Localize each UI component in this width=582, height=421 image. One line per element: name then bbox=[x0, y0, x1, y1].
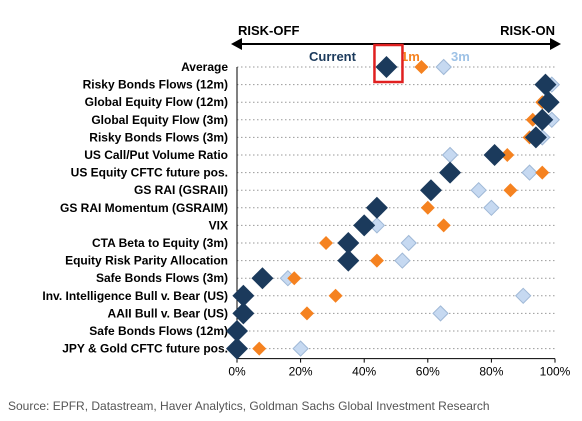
category-label: Global Equity Flow (3m) bbox=[91, 113, 228, 127]
point-1m-10 bbox=[319, 236, 334, 250]
x-tick-label: 20% bbox=[289, 365, 313, 379]
header-risk-off: RISK-OFF bbox=[238, 23, 299, 38]
point-current-6 bbox=[439, 161, 462, 184]
x-tick-label: 100% bbox=[540, 365, 571, 379]
point-current-1 bbox=[534, 73, 557, 96]
x-tick-label: 80% bbox=[479, 365, 503, 379]
category-label: GS RAI Momentum (GSRAIM) bbox=[60, 201, 228, 215]
legend: Current 1m 3m bbox=[309, 49, 470, 64]
point-3m-5 bbox=[441, 146, 459, 164]
x-tick-label: 60% bbox=[416, 365, 440, 379]
category-labels: Average Risky Bonds Flows (12m) Global Equ… bbox=[42, 60, 228, 356]
point-current-13 bbox=[232, 284, 255, 307]
x-tick-labels: 0% 20% 40% 60% 80% 100% bbox=[228, 365, 570, 379]
gridlines bbox=[237, 66, 555, 350]
point-3m-16 bbox=[292, 340, 309, 357]
category-label: US Equity CFTC future pos. bbox=[71, 166, 228, 180]
source-note: Source: EPFR, Datastream, Haver Analytic… bbox=[8, 399, 490, 413]
category-label: Equity Risk Parity Allocation bbox=[65, 254, 228, 268]
x-axis bbox=[236, 67, 556, 363]
category-label: US Call/Put Volume Ratio bbox=[84, 148, 228, 162]
point-3m-11 bbox=[394, 252, 411, 269]
point-current-15 bbox=[226, 320, 248, 342]
point-1m-11 bbox=[369, 253, 384, 268]
category-label: Global Equity Flow (12m) bbox=[85, 95, 228, 109]
point-current-14 bbox=[232, 302, 255, 325]
point-3m-7 bbox=[470, 181, 487, 199]
data-points bbox=[226, 43, 561, 360]
x-tick-label: 40% bbox=[352, 365, 376, 379]
category-label: CTA Beta to Equity (3m) bbox=[92, 236, 228, 250]
point-1m-8 bbox=[420, 200, 435, 215]
point-1m-6 bbox=[535, 165, 550, 180]
point-3m-14 bbox=[432, 305, 449, 322]
point-current-9 bbox=[353, 214, 376, 237]
point-3m-6 bbox=[521, 164, 538, 181]
point-current-0 bbox=[375, 56, 398, 78]
point-current-5 bbox=[483, 144, 506, 166]
point-current-16 bbox=[226, 337, 248, 360]
point-current-2 bbox=[537, 91, 560, 114]
point-1m-9 bbox=[436, 218, 451, 233]
category-label: Risky Bonds Flows (12m) bbox=[83, 78, 228, 92]
point-1m-7 bbox=[503, 183, 518, 198]
point-1m-0 bbox=[414, 60, 429, 74]
point-1m-16 bbox=[252, 341, 267, 356]
header-risk-on: RISK-ON bbox=[500, 23, 555, 38]
point-3m-13 bbox=[514, 287, 532, 305]
category-label: AAII Bull v. Bear (US) bbox=[108, 306, 228, 320]
x-tick-label: 0% bbox=[228, 365, 246, 379]
category-label: VIX bbox=[209, 218, 228, 232]
point-1m-14 bbox=[299, 306, 314, 321]
point-3m-10 bbox=[400, 234, 417, 252]
legend-3m: 3m bbox=[451, 49, 470, 64]
point-current-4 bbox=[524, 126, 547, 149]
legend-current: Current bbox=[309, 49, 357, 64]
point-1m-5 bbox=[500, 148, 515, 162]
point-current-3 bbox=[531, 108, 554, 131]
point-1m-13 bbox=[328, 288, 343, 303]
point-current-10 bbox=[337, 232, 360, 254]
category-label: Inv. Intelligence Bull v. Bear (US) bbox=[42, 289, 228, 303]
risk-sentiment-chart: RISK-OFF RISK-ON Current 1m 3m Average Ri… bbox=[42, 23, 570, 379]
category-label: GS RAI (GSRAII) bbox=[134, 183, 228, 197]
point-current-7 bbox=[419, 179, 442, 202]
point-3m-8 bbox=[483, 199, 500, 217]
point-current-11 bbox=[337, 249, 360, 272]
point-current-12 bbox=[251, 267, 274, 290]
category-label: Average bbox=[181, 60, 228, 74]
category-label: Safe Bonds Flows (12m) bbox=[89, 324, 228, 338]
legend-1m: 1m bbox=[401, 49, 420, 64]
point-3m-0 bbox=[435, 58, 452, 76]
highlight-box bbox=[373, 43, 404, 84]
category-label: JPY & Gold CFTC future pos. bbox=[62, 342, 228, 356]
point-1m-12 bbox=[287, 271, 302, 286]
point-current-8 bbox=[365, 196, 388, 219]
category-label: Risky Bonds Flows (3m) bbox=[89, 130, 228, 144]
category-label: Safe Bonds Flows (3m) bbox=[96, 271, 228, 285]
